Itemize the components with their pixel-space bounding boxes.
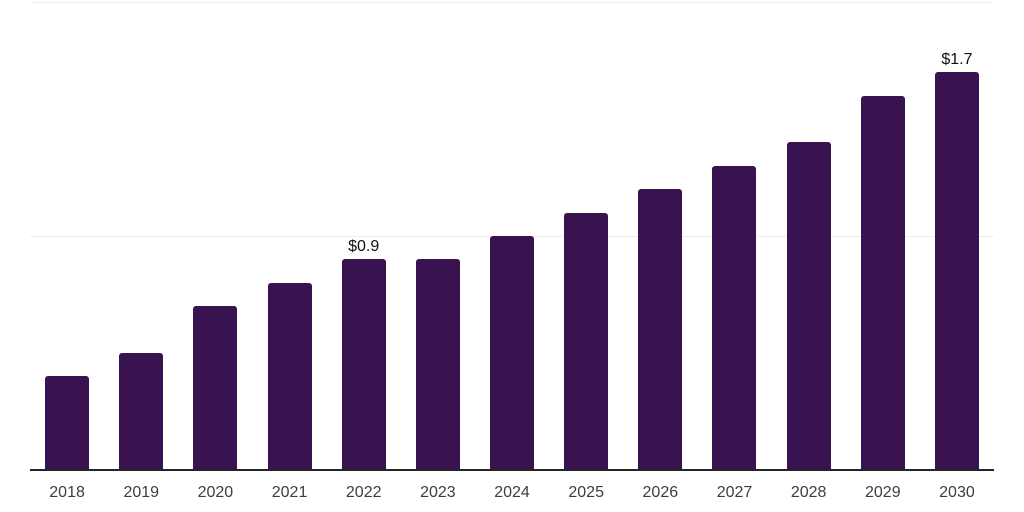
bar-column-2028 (772, 2, 846, 470)
bar-2027 (712, 165, 757, 470)
x-tick-2023: 2023 (420, 484, 456, 501)
x-tick-2021: 2021 (271, 484, 308, 501)
x-tick-2024: 2024 (494, 484, 530, 501)
bar-column-2021 (252, 2, 326, 470)
x-tick-2022: 2022 (345, 484, 382, 501)
bar-column-2025 (549, 2, 623, 470)
bar-value-label-2030: $1.7 (941, 51, 973, 69)
bar-column-2030: $1.7 (920, 2, 994, 470)
bar-2020 (193, 306, 238, 470)
bar-2022 (341, 259, 386, 470)
gridline-2.0 (30, 2, 994, 3)
bar-2030 (934, 72, 979, 470)
bar-value-label-2022: $0.9 (348, 238, 380, 256)
bar-column-2020 (178, 2, 252, 470)
bar-2019 (119, 353, 164, 470)
x-tick-2029: 2029 (865, 484, 901, 501)
bar-2023 (415, 259, 460, 470)
plot-area: $0.9 $1.7 (30, 2, 994, 470)
x-tick-2018: 2018 (49, 484, 85, 501)
x-tick-2028: 2028 (790, 484, 827, 501)
bar-column-2022: $0.9 (327, 2, 401, 470)
bar-2024 (490, 236, 535, 470)
bar-2018 (45, 376, 90, 470)
bar-2026 (638, 189, 683, 470)
x-tick-2020: 2020 (197, 484, 234, 501)
bar-column-2027 (697, 2, 771, 470)
bar-2021 (267, 282, 312, 470)
bar-column-2024 (475, 2, 549, 470)
bar-2025 (564, 212, 609, 470)
bar-column-2018 (30, 2, 104, 470)
x-tick-2027: 2027 (716, 484, 753, 501)
x-tick-2025: 2025 (568, 484, 604, 501)
x-tick-2030: 2030 (939, 484, 975, 501)
x-axis-labels: 2018 2019 2020 2021 2022 2023 2024 2025 2026 2027… (30, 483, 994, 502)
bar-column-2023 (401, 2, 475, 470)
bar-column-2019 (104, 2, 178, 470)
x-tick-2026: 2026 (642, 484, 679, 501)
bar-column-2029 (846, 2, 920, 470)
x-axis-line (30, 469, 994, 471)
bar-2029 (860, 95, 905, 470)
bar-2028 (786, 142, 831, 470)
bar-column-2026 (623, 2, 697, 470)
x-tick-2019: 2019 (123, 484, 160, 501)
